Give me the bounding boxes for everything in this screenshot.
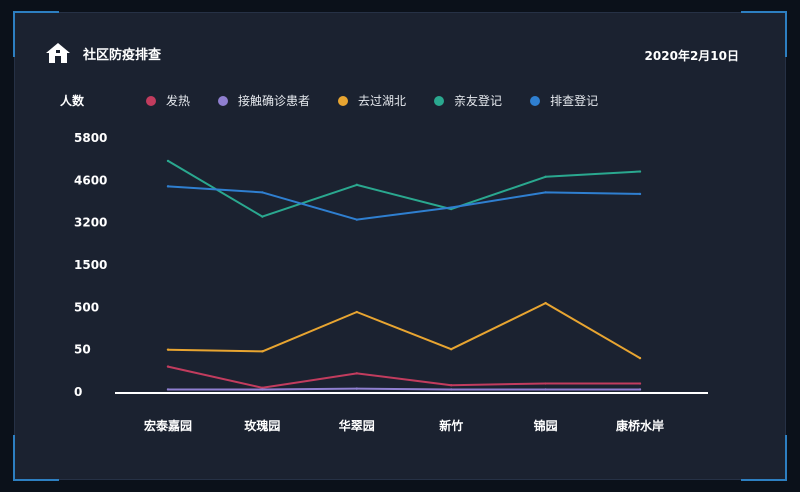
data-point: [261, 386, 264, 389]
series-line: [167, 365, 640, 389]
legend-item[interactable]: 发热: [146, 92, 190, 109]
data-point: [166, 388, 170, 391]
data-point: [638, 356, 642, 360]
legend-item[interactable]: 排查登记: [530, 92, 598, 109]
legend-marker: [530, 95, 541, 106]
data-point: [355, 183, 358, 187]
y-tick-label: 0: [74, 385, 82, 399]
data-point: [166, 348, 170, 351]
legend-label: 发热: [166, 94, 191, 108]
data-point: [261, 388, 264, 391]
series-line: [167, 302, 641, 359]
data-point: [638, 388, 642, 391]
x-tick-label: 宏泰嘉园: [144, 418, 192, 433]
legend-item[interactable]: 去过湖北: [338, 92, 406, 109]
panel-header: 社区防疫排查: [45, 41, 161, 65]
legend-label: 接触确诊患者: [238, 94, 311, 108]
data-point: [544, 382, 547, 385]
series-line: [168, 387, 640, 391]
x-tick-label: 康桥水岸: [616, 418, 664, 433]
legend-marker: [434, 95, 445, 106]
data-point: [450, 347, 453, 351]
x-tick-label: 华翠园: [339, 418, 375, 433]
x-tick-label: 玫瑰园: [244, 418, 280, 433]
data-point: [261, 350, 264, 353]
data-point: [638, 382, 642, 385]
home-icon: [46, 43, 70, 63]
data-point: [355, 218, 358, 221]
data-point: [166, 365, 170, 368]
corner-decoration: [13, 11, 59, 57]
corner-decoration: [741, 11, 787, 57]
legend-label: 排查登记: [550, 94, 599, 108]
series-line: [167, 160, 641, 218]
legend-item[interactable]: 接触确诊患者: [218, 92, 310, 109]
data-point: [166, 159, 170, 163]
data-point: [355, 387, 358, 390]
y-tick-label: 3200: [74, 216, 107, 230]
y-tick-label: 1500: [74, 258, 107, 272]
y-tick-label: 4600: [74, 173, 107, 187]
date-label: 2020年2月10日: [644, 49, 739, 63]
y-tick-label: 5800: [74, 131, 107, 145]
data-point: [450, 206, 453, 209]
data-point: [544, 191, 547, 194]
corner-decoration: [741, 435, 787, 481]
data-point: [355, 310, 358, 314]
page-title: 社区防疫排查: [83, 47, 162, 63]
data-point: [638, 192, 642, 196]
panel-frame: 社区防疫排查 2020年2月10日: [13, 11, 787, 481]
y-tick-label: 50: [74, 343, 91, 357]
data-point: [544, 301, 547, 305]
corner-decoration: [13, 435, 59, 481]
chart-legend: 发热 接触确诊患者 去过湖北 亲友登记 排查登记: [146, 92, 626, 109]
data-point: [355, 372, 358, 375]
data-point: [544, 388, 547, 391]
data-point: [166, 185, 170, 188]
data-point: [261, 215, 264, 218]
y-tick-label: 500: [74, 300, 99, 314]
legend-item[interactable]: 亲友登记: [434, 92, 502, 109]
data-point: [261, 191, 264, 194]
legend-marker: [218, 95, 229, 106]
x-tick-label: 新竹: [439, 418, 463, 433]
data-point: [638, 170, 642, 173]
data-point: [450, 384, 453, 387]
legend-label: 去过湖北: [358, 94, 407, 108]
series-line: [167, 185, 641, 221]
legend-label: 亲友登记: [454, 94, 503, 108]
legend-marker: [146, 95, 156, 106]
x-tick-label: 锦园: [534, 418, 558, 433]
data-point: [450, 388, 453, 391]
y-axis-label: 人数: [60, 94, 85, 108]
legend-marker: [338, 95, 349, 106]
data-point: [544, 175, 547, 179]
